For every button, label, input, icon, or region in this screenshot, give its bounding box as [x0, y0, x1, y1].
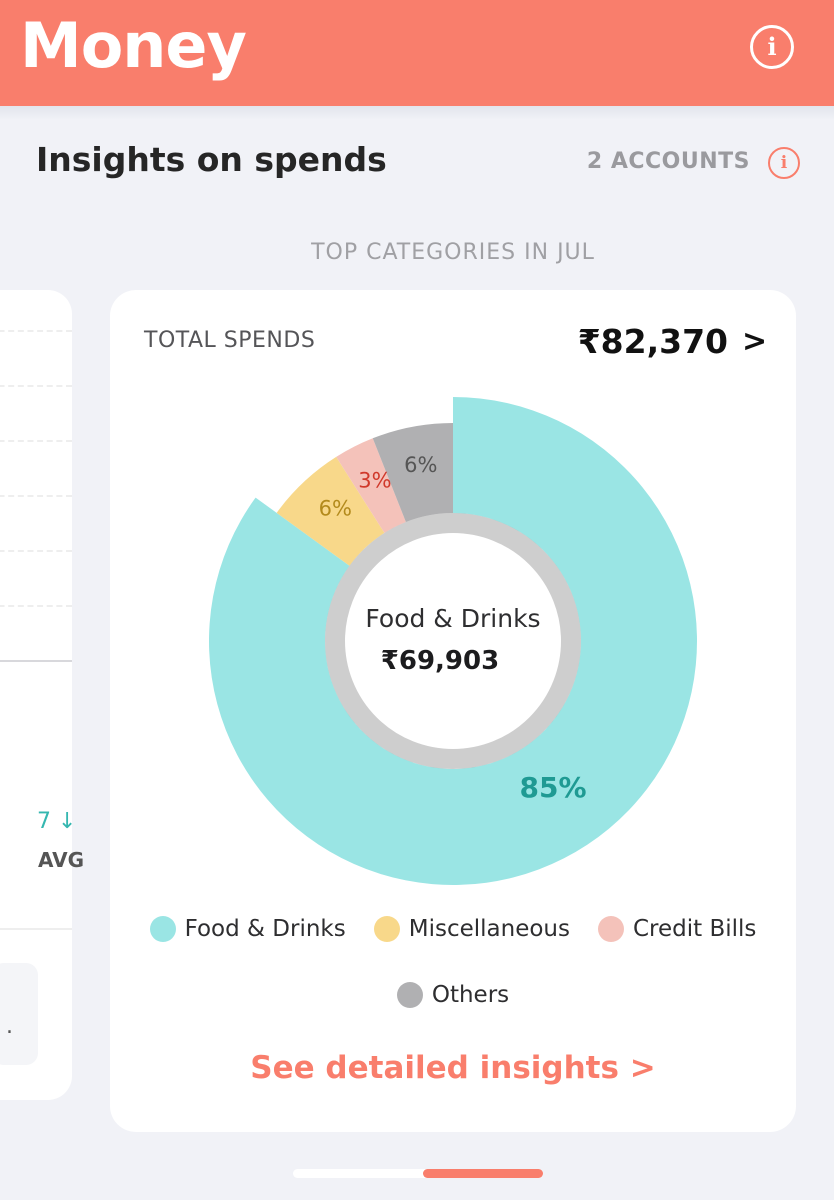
donut-slice-others[interactable] — [372, 423, 453, 522]
slice-label: 85% — [519, 771, 586, 804]
grid-line — [0, 440, 72, 442]
grid-line — [0, 605, 72, 607]
axis-line — [0, 660, 72, 662]
accounts-selector[interactable]: 2 ACCOUNTS — [586, 149, 750, 174]
donut-slice-miscellaneous[interactable] — [276, 456, 385, 566]
header-shadow — [0, 106, 834, 120]
chart-legend: Food & Drinks Miscellaneous Credit Bills Ot… — [110, 916, 796, 1008]
accounts-info-icon[interactable]: i — [768, 147, 800, 179]
page-indicator-active — [423, 1169, 543, 1178]
center-category-label: Food & Drinks — [365, 604, 540, 633]
grid-line — [0, 330, 72, 332]
see-detailed-insights-link[interactable]: See detailed insights > — [250, 1050, 656, 1086]
divider — [0, 928, 72, 930]
donut-slice-food-drinks[interactable] — [209, 397, 697, 885]
slice-label: 6% — [404, 453, 437, 477]
legend-label: Miscellaneous — [408, 916, 570, 942]
center-amount-label: ₹69,903 — [381, 646, 499, 676]
legend-swatch — [396, 982, 423, 1008]
legend-swatch — [597, 916, 624, 942]
insights-title: Insights on spends — [36, 140, 387, 179]
app-header — [0, 0, 834, 106]
legend-label: Food & Drinks — [184, 916, 346, 942]
page-indicator — [293, 1169, 543, 1178]
previous-card-text: . — [6, 1014, 13, 1039]
period-label: TOP CATEGORIES IN JUL — [311, 240, 595, 265]
grid-line — [0, 550, 72, 552]
previous-card-footer[interactable] — [0, 963, 38, 1065]
total-spends-value[interactable]: ₹82,370 — [577, 322, 728, 361]
trend-down-icon: 7 ↓ — [37, 809, 77, 834]
grid-line — [0, 495, 72, 497]
legend-item: Food & Drinks — [149, 916, 346, 942]
donut-slice-credit-bills[interactable] — [336, 438, 406, 533]
legend-swatch — [373, 916, 400, 942]
slice-label: 3% — [358, 469, 391, 493]
chart-inner-ring — [325, 513, 581, 769]
grid-line — [0, 385, 72, 387]
slice-label: 6% — [319, 497, 352, 521]
legend-label: Others — [431, 982, 510, 1008]
avg-label: AVG — [38, 848, 85, 872]
chevron-right-icon[interactable]: > — [742, 324, 768, 359]
legend-item: Miscellaneous — [373, 916, 570, 942]
legend-label: Credit Bills — [632, 916, 757, 942]
page-title: Money — [20, 9, 247, 82]
total-spends-label: TOTAL SPENDS — [144, 328, 316, 353]
legend-swatch — [149, 916, 176, 942]
legend-item: Credit Bills — [597, 916, 757, 942]
legend-item: Others — [396, 982, 510, 1008]
info-icon[interactable]: i — [750, 25, 794, 69]
